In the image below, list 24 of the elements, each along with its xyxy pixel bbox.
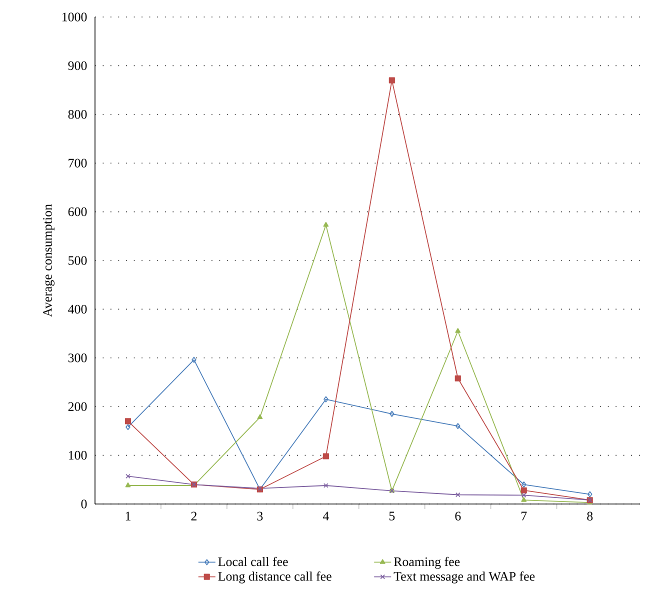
legend-label: Text message and WAP fee [394, 571, 535, 584]
y-tick-label: 800 [68, 110, 87, 119]
y-tick-label: 1000 [62, 12, 87, 22]
y-tick-label: 600 [68, 207, 87, 216]
y-tick-label: 100 [68, 450, 87, 460]
x-tick-label: 8 [587, 512, 593, 521]
x-tick-label: 1 [126, 512, 130, 520]
y-tick-label: 0 [81, 500, 87, 508]
y-tick-label: 900 [68, 61, 87, 70]
x-tick-label: 7 [522, 512, 527, 520]
x-tick-label: 4 [322, 512, 329, 520]
legend-label: Roaming fee [394, 556, 460, 569]
y-tick-label: 300 [68, 354, 87, 362]
y-tick-label: 400 [68, 304, 87, 314]
y-tick-label: 200 [68, 402, 87, 411]
x-tick-label: 3 [257, 512, 263, 520]
y-axis-title: Average consumption [43, 204, 54, 317]
y-tick-label: 700 [68, 158, 87, 168]
legend-label: Local call fee [218, 556, 288, 566]
y-tick-label: 500 [68, 256, 87, 265]
x-tick-label: 6 [455, 512, 461, 520]
x-tick-label: 5 [389, 512, 395, 520]
x-tick-label: 2 [191, 512, 196, 520]
legend-label: Long distance call fee [218, 571, 332, 584]
